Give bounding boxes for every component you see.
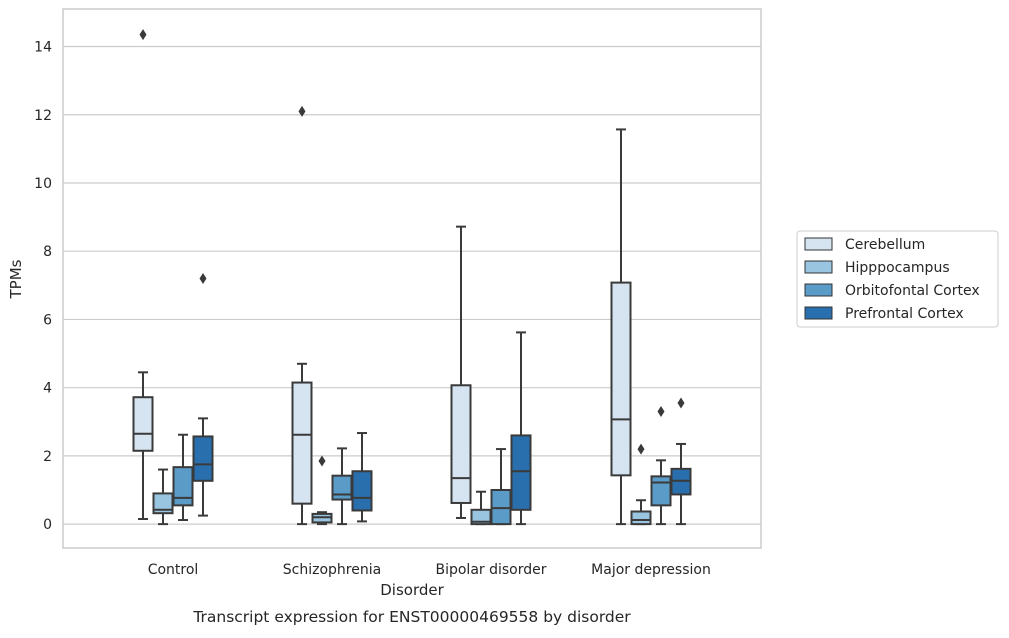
- box-cerebellum: [132, 29, 154, 521]
- legend-label: Cerebellum: [845, 237, 925, 253]
- x-tick-label: Bipolar disorder: [435, 562, 546, 578]
- box-hipppocampus: [152, 468, 174, 526]
- box-cerebellum: [610, 128, 632, 526]
- iqr-box: [650, 475, 672, 507]
- y-tick-label: 8: [43, 244, 52, 260]
- iqr-box: [510, 434, 532, 511]
- box-prefrontal-cortex: [192, 273, 214, 517]
- chart-caption: Transcript expression for ENST0000046955…: [192, 608, 631, 626]
- box-cerebellum: [450, 225, 472, 519]
- box-hipppocampus: [470, 490, 492, 526]
- iqr-box: [351, 470, 373, 512]
- outlier-point: [637, 443, 645, 455]
- y-tick-labels: 0 2 4 6 8 10 12 14: [34, 40, 52, 534]
- y-tick-label: 4: [43, 381, 52, 397]
- outlier-point: [199, 273, 207, 284]
- box-orbitofontal-cortex: [172, 433, 194, 522]
- iqr-box: [172, 466, 194, 507]
- iqr-box: [450, 384, 472, 504]
- plot-frame: [62, 8, 762, 549]
- outlier-point: [677, 397, 685, 409]
- x-axis-label: Disorder: [380, 581, 444, 599]
- iqr-box: [610, 281, 632, 477]
- box-prefrontal-cortex: [351, 432, 373, 523]
- box-prefrontal-cortex: [510, 331, 532, 526]
- outlier-point: [657, 406, 665, 418]
- y-tick-label: 6: [43, 312, 52, 328]
- outlier-point: [298, 105, 306, 117]
- box-orbitofontal-cortex: [331, 447, 353, 526]
- outlier-point: [318, 455, 326, 467]
- y-axis-label: TPMs: [7, 259, 25, 299]
- x-tick-label: Control: [148, 562, 199, 578]
- box-cerebellum: [291, 105, 313, 526]
- legend-label: Prefrontal Cortex: [845, 306, 964, 322]
- box-hipppocampus: [630, 443, 652, 526]
- legend-label: Hipppocampus: [845, 260, 950, 276]
- y-tick-label: 0: [43, 517, 52, 533]
- iqr-box: [490, 489, 512, 526]
- legend-swatch: [804, 237, 833, 251]
- legend-swatch: [804, 260, 833, 274]
- box-series: [132, 29, 692, 526]
- outlier-point: [139, 29, 147, 41]
- y-tick-label: 12: [34, 108, 52, 124]
- legend-label: Orbitofontal Cortex: [845, 283, 980, 299]
- legend-swatch: [804, 306, 833, 320]
- x-tick-label: Schizophrenia: [283, 562, 381, 578]
- box-orbitofontal-cortex: [650, 406, 672, 526]
- y-tick-label: 14: [34, 40, 52, 56]
- y-tick-label: 10: [34, 176, 52, 192]
- iqr-box: [331, 474, 353, 501]
- iqr-box: [630, 510, 652, 526]
- iqr-box: [132, 396, 154, 452]
- box-hipppocampus: [311, 455, 333, 526]
- x-tick-labels: Control Schizophrenia Bipolar disorder Majo…: [148, 562, 711, 578]
- box-orbitofontal-cortex: [490, 448, 512, 526]
- y-tick-label: 2: [43, 449, 52, 465]
- grid-lines: [63, 45, 761, 525]
- legend-frame: [796, 230, 999, 328]
- box-prefrontal-cortex: [670, 397, 692, 526]
- iqr-box: [192, 435, 214, 482]
- legend-swatch: [804, 283, 833, 297]
- x-tick-label: Major depression: [591, 562, 711, 578]
- iqr-box: [291, 381, 313, 505]
- legend: Cerebellum Hipppocampus Orbitofontal Corte…: [796, 230, 999, 328]
